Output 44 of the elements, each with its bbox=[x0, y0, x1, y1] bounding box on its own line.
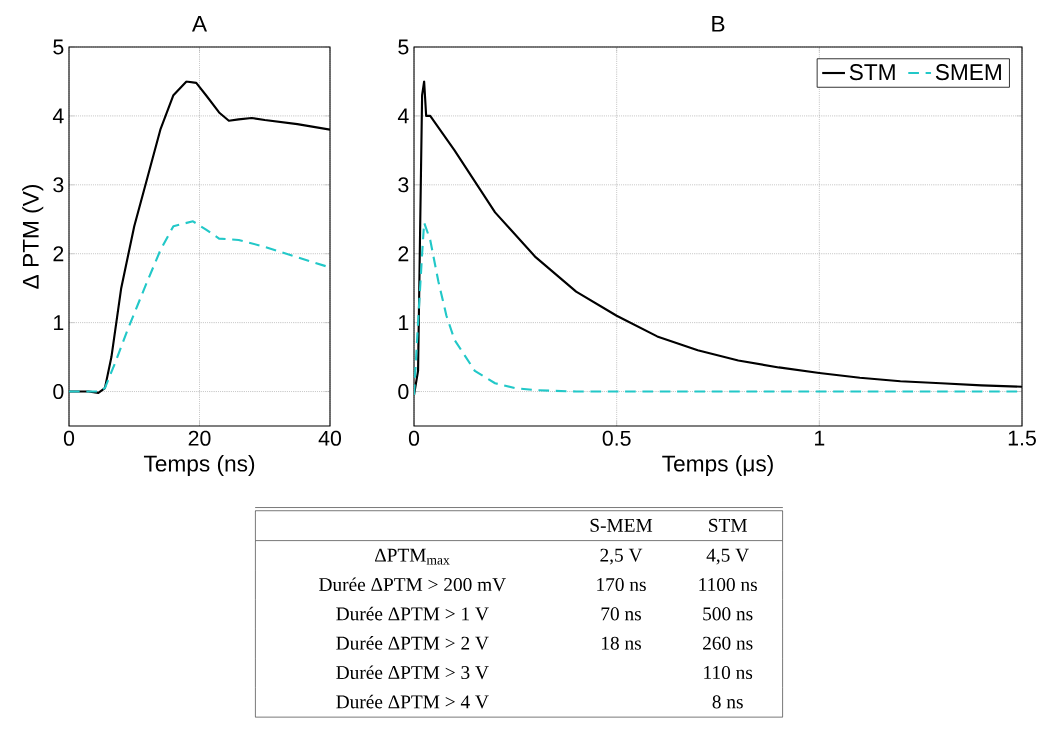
category-label: Durée ΔPTM > 4 V bbox=[336, 694, 489, 709]
x-tick-label: 0 bbox=[63, 430, 75, 446]
y-tick-label: 5 bbox=[53, 39, 64, 55]
legend-label: SMEM bbox=[935, 64, 1001, 81]
text: 2,5 V bbox=[600, 548, 643, 565]
text: 170 ns bbox=[597, 578, 646, 592]
y-tick-label: 5 bbox=[398, 39, 409, 55]
y-tick-label: 1 bbox=[54, 315, 64, 330]
x-axis-title: Temps (ns) bbox=[143, 454, 255, 477]
y-tick-label: 0 bbox=[53, 384, 64, 400]
x-axis-title: Temps (μs) bbox=[662, 454, 773, 477]
x-tick-label: 1.5 bbox=[1008, 430, 1036, 446]
category-label: ΔPTM$_{max}$ bbox=[375, 548, 450, 565]
chart-title: A bbox=[191, 16, 208, 32]
y-tick-label: 4 bbox=[397, 108, 409, 124]
text: 8 ns bbox=[712, 695, 743, 709]
text: 70 ns bbox=[601, 607, 641, 621]
x-tick-label: 20 bbox=[188, 430, 211, 446]
y-tick-label: 3 bbox=[53, 177, 64, 193]
text: 18 ns bbox=[602, 636, 641, 650]
category-label: Durée ΔPTM > 2 V bbox=[336, 636, 489, 650]
category-label: Durée ΔPTM > 200 mV bbox=[319, 577, 506, 592]
x-tick-label: 0 bbox=[408, 430, 420, 446]
category-label: Durée ΔPTM > 3 V bbox=[336, 665, 489, 680]
text: 110 ns bbox=[704, 666, 753, 680]
text: 260 ns bbox=[703, 636, 753, 650]
legend-label: STM bbox=[849, 64, 895, 81]
text: 500 ns bbox=[703, 607, 753, 621]
y-axis-title: Δ PTM (V) bbox=[22, 185, 44, 289]
y-tick-label: 3 bbox=[398, 177, 409, 193]
y-tick-label: 2 bbox=[398, 246, 409, 262]
x-tick-label: 0.5 bbox=[602, 430, 631, 446]
category-label: Durée ΔPTM > 1 V bbox=[336, 606, 489, 621]
text: 1100 ns bbox=[699, 578, 757, 592]
x-tick-label: 1 bbox=[815, 430, 825, 446]
y-tick-label: 2 bbox=[53, 246, 64, 262]
y-tick-label: 1 bbox=[399, 315, 409, 330]
y-tick-label: 0 bbox=[398, 384, 409, 400]
category-label: S-MEM bbox=[590, 518, 653, 532]
x-tick-label: 40 bbox=[318, 430, 342, 446]
chart-title: B bbox=[712, 16, 725, 32]
y-tick-label: 4 bbox=[52, 108, 64, 124]
category-label: STM bbox=[709, 518, 747, 532]
text: 4,5 V bbox=[706, 548, 749, 565]
